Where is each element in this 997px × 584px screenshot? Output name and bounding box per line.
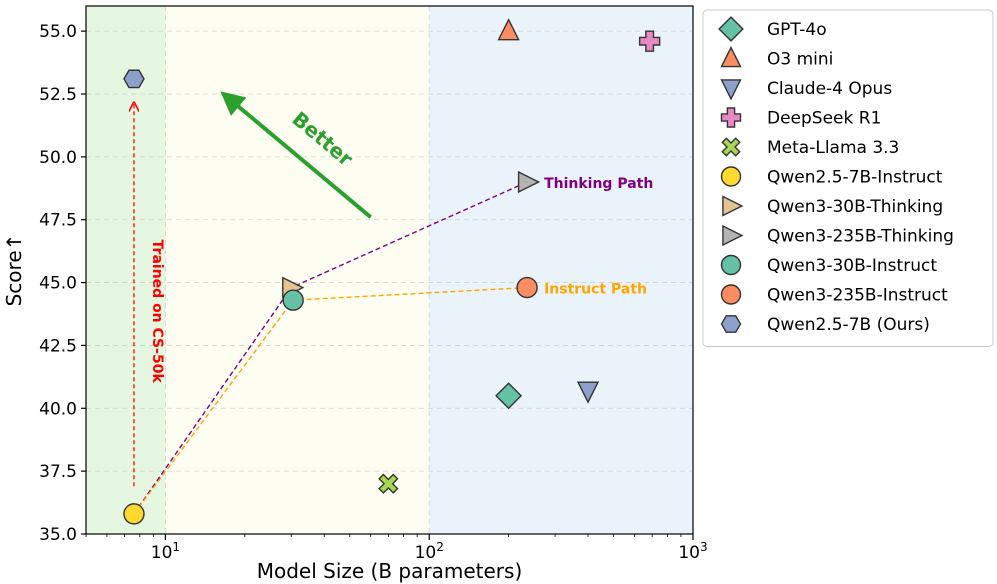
point-deepseek-r1: [638, 30, 661, 52]
y-axis-label: Score↑: [2, 234, 26, 307]
region-1: [165, 6, 430, 534]
x-tick-label-0: 101: [151, 540, 180, 563]
y-axis-label-arrow: ↑: [2, 234, 26, 251]
better-arrow: [220, 91, 372, 219]
plot-frame: [85, 5, 694, 535]
legend-marker-10: [720, 315, 742, 333]
point-gpt-4o: [495, 382, 523, 410]
x-tick-exp: 3: [700, 540, 708, 554]
legend-label-9: Qwen3-235B-Instruct: [767, 286, 948, 306]
trained-label: Trained on CS-50k: [149, 240, 165, 384]
legend-marker-0: [718, 16, 744, 42]
y-tick-label-6: 50.0: [39, 148, 77, 168]
y-tick-label-0: 35.0: [39, 525, 77, 545]
path-label-1: Instruct Path: [544, 282, 647, 298]
point-meta-llama-3-3: [378, 473, 399, 494]
data-points: [123, 18, 661, 525]
legend-label-7: Qwen3-235B-Thinking: [767, 227, 954, 247]
legend-box: [702, 9, 994, 347]
background-regions: [86, 6, 693, 534]
legend-marker-2: [720, 79, 742, 101]
legend: GPT-4o O3 mini Claude-4 Opus DeepSeek R1 Met…: [702, 9, 994, 347]
legend-label-6: Qwen3-30B-Thinking: [767, 197, 943, 217]
legend-label-10: Qwen2.5-7B (Ours): [767, 315, 930, 335]
legend-label-3: DeepSeek R1: [767, 109, 881, 129]
y-tick-label-4: 45.0: [39, 274, 77, 294]
point-qwen2-5-7b-instruct: [123, 503, 145, 525]
x-tick-exp: 2: [436, 540, 444, 554]
y-tick-label-7: 52.5: [39, 85, 77, 105]
point-claude-4-opus: [576, 381, 600, 404]
point-qwen2-5-7b-ours-: [123, 69, 145, 89]
x-tick-base: 10: [415, 543, 437, 563]
y-axis-ticks: 35.0 37.5 40.0 42.5 45.0 47.5 50.0 52.5 55.0: [39, 22, 86, 545]
legend-marker-9: [720, 284, 742, 305]
x-tick-exp: 1: [172, 540, 180, 554]
point-qwen3-235b-instruct: [516, 276, 538, 299]
legend-marker-6: [722, 195, 744, 217]
path-label-0: Thinking Path: [544, 176, 653, 192]
legend-marker-4: [721, 137, 741, 157]
legend-marker-1: [720, 46, 742, 68]
y-tick-label-8: 55.0: [39, 22, 77, 42]
legend-marker-5: [720, 166, 742, 187]
x-tick-label-2: 103: [678, 540, 707, 563]
x-tick-base: 10: [678, 543, 700, 563]
legend-label-2: Claude-4 Opus: [767, 79, 892, 99]
x-axis-label: Model Size (B parameters): [257, 559, 523, 583]
legend-marker-7: [722, 224, 744, 247]
y-axis-label-text: Score: [2, 250, 26, 306]
y-tick-label-5: 47.5: [39, 211, 77, 231]
legend-marker-3: [720, 107, 742, 128]
region-2: [429, 6, 693, 534]
legend-marker-8: [720, 254, 742, 276]
y-tick-label-3: 42.5: [39, 336, 77, 356]
y-tick-label-1: 37.5: [39, 462, 77, 482]
legend-label-0: GPT-4o: [767, 20, 827, 40]
y-tick-label-2: 40.0: [39, 399, 77, 419]
legend-label-4: Meta-Llama 3.3: [767, 138, 899, 158]
x-tick-base: 10: [151, 543, 173, 563]
legend-label-8: Qwen3-30B-Instruct: [767, 256, 937, 276]
point-o3-mini: [497, 18, 520, 41]
legend-label-1: O3 mini: [767, 50, 833, 70]
y-axis-label-group: Score↑: [2, 234, 26, 307]
x-tick-label-1: 102: [415, 540, 444, 563]
path-labels: Thinking Path Instruct Path: [544, 176, 653, 298]
legend-label-5: Qwen2.5-7B-Instruct: [767, 168, 943, 188]
x-axis-ticks: 101 102 103: [85, 534, 708, 563]
point-qwen3-235b-thinking: [517, 170, 541, 194]
point-qwen3-30b-instruct: [282, 289, 304, 311]
